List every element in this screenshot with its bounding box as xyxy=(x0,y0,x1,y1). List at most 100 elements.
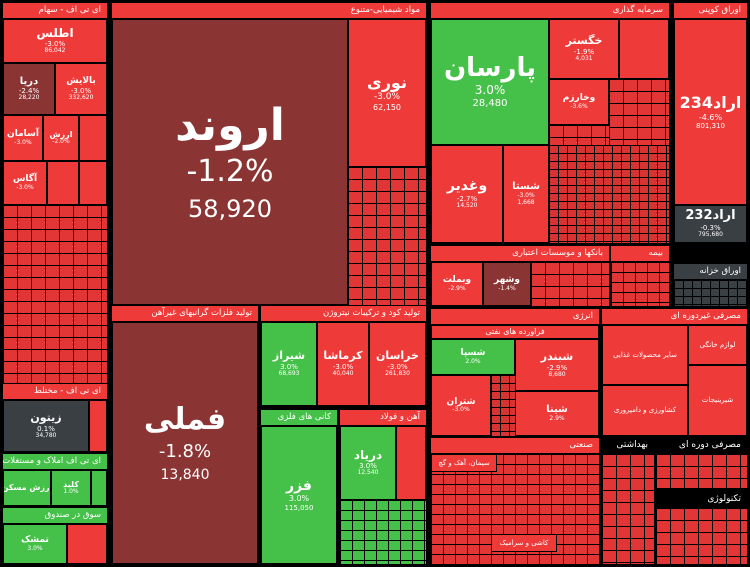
tile-kalid[interactable]: کلید 1.0% xyxy=(51,470,91,506)
tile-sayer-mahsulat[interactable]: سایر محصولات غذایی xyxy=(602,325,688,385)
section-mavad-shimiayi: مواد شیمیایی-متنوع اروند -1.2% 58,920 نو… xyxy=(112,3,426,305)
tile-shebandar[interactable]: شبندر -2.9% 8,680 xyxy=(515,339,599,391)
tile-shemal[interactable]: سیمان، آهک و گچ xyxy=(431,454,497,472)
behdashti-mosaic[interactable] xyxy=(602,454,654,564)
tile-small-e[interactable] xyxy=(91,470,107,506)
section-amlak: ای تی اف املاک و مستغلات ارزش مسکن کلید … xyxy=(3,454,107,506)
tile-shina[interactable]: شینا 2.9% xyxy=(515,391,599,436)
section-masrafi-2: مصرفی دوره ای xyxy=(656,438,747,488)
banka-mosaic[interactable] xyxy=(531,262,609,306)
section-header: سوق در صندوق xyxy=(3,508,107,523)
section-sanduq: سوق در صندوق تمشک 3.0% xyxy=(3,508,107,564)
section-header: تولید کود و ترکیبات نیتروژن xyxy=(261,306,426,321)
khazane-mosaic[interactable] xyxy=(674,280,747,306)
ahan-mosaic[interactable] xyxy=(340,500,426,564)
masrafi2-mosaic[interactable] xyxy=(656,454,747,488)
tile-small-d[interactable] xyxy=(89,400,107,452)
tile-lavazem[interactable]: لوازم خانگی xyxy=(688,325,747,365)
section-header: مصرفی دوره ای xyxy=(656,438,747,453)
tile-small-f[interactable] xyxy=(67,524,107,564)
tile-arad234[interactable]: اراد234 -4.6% 801,310 xyxy=(674,19,747,205)
section-header: تکنولوژی xyxy=(656,492,747,507)
tile-vakharazm[interactable]: وخارزم -3.6% xyxy=(549,79,609,125)
shimiayi-mosaic[interactable] xyxy=(348,167,426,305)
tile-ziton[interactable]: زیتون 0.1% 34,780 xyxy=(3,400,89,452)
section-header: کانی های فلزی xyxy=(261,410,337,425)
tile-kashi[interactable]: کاشی و سرامیک xyxy=(491,534,557,552)
section-masrafi-1: مصرفی غیردوره ای سایر محصولات غذایی لواز… xyxy=(602,309,747,436)
section-header: آهن و فولاد xyxy=(340,410,426,425)
section-header: مواد شیمیایی-متنوع xyxy=(112,3,426,18)
tile-small-g[interactable] xyxy=(396,426,426,500)
section-folezat: تولید فلزات گرانبهای غیرآهن فملی -1.8% 1… xyxy=(112,306,258,564)
tile-shetran[interactable]: شتران -3.0% xyxy=(431,375,491,436)
tile-arad232[interactable]: اراد232 -0.3% 795,680 xyxy=(674,205,747,243)
section-header: سرمایه گذاری xyxy=(431,3,669,18)
tile-arzesh-maskan[interactable]: ارزش مسکن xyxy=(3,470,51,506)
section-header: انرژی xyxy=(431,309,599,324)
sarmaye-mosaic-c[interactable] xyxy=(549,145,669,243)
eti-saham-mosaic[interactable] xyxy=(3,205,107,383)
tile-aseman[interactable]: آسامان -3.0% xyxy=(3,115,43,161)
sanati-mosaic[interactable] xyxy=(431,454,599,564)
tile-vghadir[interactable]: وغدیر -2.7% 14,520 xyxy=(431,145,503,243)
energy-mosaic[interactable] xyxy=(491,375,515,436)
tile-fameli[interactable]: فملی -1.8% 13,840 xyxy=(112,322,258,564)
tile-khegostar[interactable]: خگستر -1.9% 4,031 xyxy=(549,19,619,79)
section-eti-saham: ای تی اف - سهام اطلس -3.0% 86,042 بالایش… xyxy=(3,3,107,383)
tile-dariad[interactable]: دریاد 3.0% 12,540 xyxy=(340,426,396,500)
section-header: اوراق خزانه xyxy=(674,264,747,279)
section-bime: بیمه xyxy=(611,246,669,306)
tile-tamashk[interactable]: تمشک 3.0% xyxy=(3,524,67,564)
section-eti-mokhtalet: ای تی اف - مختلط زیتون 0.1% 34,780 xyxy=(3,384,107,452)
technology-mosaic[interactable] xyxy=(656,508,747,564)
tile-arzesh[interactable]: ارزش -2.0% xyxy=(43,115,79,161)
section-banka: بانکها و موسسات اعتباری وبملت -2.9% وشهر… xyxy=(431,246,609,306)
tile-shiminyehat[interactable]: شیرینیجات xyxy=(688,365,747,436)
section-header: ای تی اف املاک و مستغلات xyxy=(3,454,107,469)
tile-small-h[interactable] xyxy=(619,19,669,79)
tile-atlas[interactable]: اطلس -3.0% 86,042 xyxy=(3,19,107,63)
tile-vabmelat[interactable]: وبملت -2.9% xyxy=(431,262,483,306)
tile-arvand[interactable]: اروند -1.2% 58,920 xyxy=(112,19,348,305)
section-header: صنعتی xyxy=(431,438,599,453)
section-header: بیمه xyxy=(611,246,669,261)
tile-parsan[interactable]: پارسان 3.0% 28,480 xyxy=(431,19,549,145)
tile-small-a[interactable] xyxy=(79,115,107,161)
section-header: تولید فلزات گرانبهای غیرآهن xyxy=(112,306,258,321)
section-kok: تولید کود و ترکیبات نیتروژن خراسان -3.0%… xyxy=(261,306,426,406)
section-header: ای تی اف - سهام xyxy=(3,3,107,18)
sarmaye-mosaic-b[interactable] xyxy=(549,125,609,145)
tile-nouri[interactable]: نوری -3.0% 62,150 xyxy=(348,19,426,167)
tile-shespa[interactable]: شسپا 2.0% xyxy=(431,339,515,375)
section-sanati: صنعتی سیمان، آهک و گچ کاشی و سرامیک xyxy=(431,438,599,564)
section-header: بانکها و موسسات اعتباری xyxy=(431,246,609,261)
tile-khorasan[interactable]: خراسان -3.0% 261,830 xyxy=(369,322,426,406)
tile-shiraz[interactable]: شیراز 3.0% 68,693 xyxy=(261,322,317,406)
tile-darya[interactable]: دریا -2.4% 28,220 xyxy=(3,63,55,115)
tile-small-c[interactable] xyxy=(79,161,107,205)
tile-vshahr[interactable]: وشهر -1.4% xyxy=(483,262,531,306)
sarmaye-mosaic-a[interactable] xyxy=(609,79,669,145)
section-energy: انرژی فراورده های نفتی شبندر -2.9% 8,680… xyxy=(431,309,599,436)
tile-shasta[interactable]: شستا -3.0% 1,668 xyxy=(503,145,549,243)
section-oragh-khazane: اوراق خزانه xyxy=(674,264,747,306)
section-kani-felezi: کانی های فلزی فزر 3.0% 115,050 xyxy=(261,410,337,564)
bime-mosaic[interactable] xyxy=(611,262,669,306)
section-behdashti: بهداشتی xyxy=(602,438,654,564)
tile-agas[interactable]: آگاس -3.0% xyxy=(3,161,47,205)
tile-keshavarzi[interactable]: کشاورزی و دامپروری xyxy=(602,385,688,436)
tile-famzar[interactable]: فزر 3.0% 115,050 xyxy=(261,426,337,564)
tile-kermasha[interactable]: کرماشا -3.0% 40,040 xyxy=(317,322,369,406)
section-technology: تکنولوژی xyxy=(656,492,747,564)
section-header: بهداشتی xyxy=(602,438,654,453)
section-oragh-kopon: اوراق کوپنی اراد234 -4.6% 801,310 اراد23… xyxy=(674,3,747,243)
tile-small-b[interactable] xyxy=(47,161,79,205)
tile-balaish[interactable]: بالایش -3.0% 332,620 xyxy=(55,63,107,115)
tile-faravarde-header: فراورده های نفتی xyxy=(431,325,599,339)
section-sarmaye-gozari: سرمایه گذاری پارسان 3.0% 28,480 خگستر -1… xyxy=(431,3,669,243)
section-ahan-fulad: آهن و فولاد دریاد 3.0% 12,540 xyxy=(340,410,426,564)
section-header: اوراق کوپنی xyxy=(674,3,747,18)
section-header: ای تی اف - مختلط xyxy=(3,384,107,399)
section-header: مصرفی غیردوره ای xyxy=(602,309,747,324)
